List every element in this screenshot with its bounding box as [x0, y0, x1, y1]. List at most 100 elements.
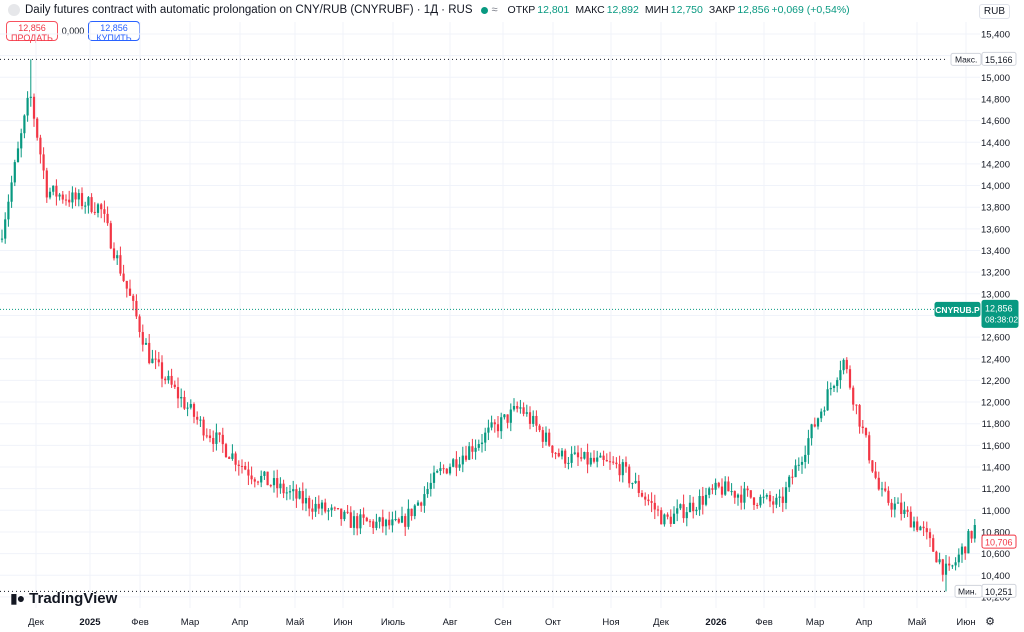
y-tick-label: 11,600 — [982, 441, 1010, 452]
candle-body — [461, 455, 464, 465]
y-tick-label: 13,800 — [981, 203, 1010, 214]
red-price-tag — [981, 534, 1017, 549]
candle-body — [394, 518, 397, 520]
candle-body — [272, 478, 276, 486]
candle-body — [71, 192, 74, 203]
candle-body — [935, 551, 938, 563]
candle-body — [848, 369, 852, 388]
candle-body — [701, 496, 704, 505]
candle-body — [544, 432, 548, 442]
candle-body — [906, 509, 909, 512]
candle-body — [583, 452, 586, 459]
candle-body — [39, 137, 42, 155]
candle-body — [285, 492, 288, 494]
candle-body — [320, 502, 324, 509]
candle-body — [823, 410, 826, 412]
candle-body — [580, 457, 583, 459]
candle-body — [58, 194, 61, 197]
candle-body — [276, 478, 279, 489]
candle-body — [800, 461, 804, 465]
candle-body — [292, 489, 295, 492]
candle-body — [736, 494, 740, 498]
candle-body — [42, 154, 45, 171]
candle-body — [573, 452, 576, 454]
high-label: МАКС — [575, 4, 605, 16]
max-label-tag — [950, 52, 982, 66]
candle-body — [4, 219, 7, 239]
candle-body — [263, 471, 266, 476]
candle-body — [842, 359, 845, 371]
candle-body — [839, 370, 842, 381]
candle-body — [541, 430, 544, 442]
candle-body — [160, 362, 164, 379]
candle-body — [352, 516, 356, 528]
candle-body — [368, 521, 372, 523]
candle-body — [381, 517, 384, 527]
candle-body — [52, 185, 55, 192]
candle-body — [791, 476, 794, 478]
candle-body — [308, 497, 311, 509]
candle-body — [298, 491, 301, 499]
x-tick-label: Апр — [232, 617, 249, 628]
candle-body — [973, 524, 976, 539]
candle-body — [567, 462, 570, 464]
candle-body — [820, 411, 823, 419]
candle-body — [637, 480, 640, 493]
candle-body — [346, 511, 349, 513]
x-tick-label: Авг — [443, 617, 458, 628]
candle-body — [128, 288, 132, 296]
candle-body — [423, 494, 426, 506]
candle-body — [74, 192, 77, 200]
candle-body — [778, 496, 781, 498]
candle-body — [890, 502, 893, 510]
visibility-icon[interactable]: ≈ — [491, 4, 498, 16]
candle-body — [695, 509, 698, 512]
candle-body — [564, 450, 567, 464]
symbol-title[interactable]: Daily futures contract with automatic pr… — [25, 4, 473, 16]
candle-body — [900, 502, 903, 514]
candle-body — [26, 97, 29, 116]
candle-body — [135, 300, 138, 317]
candle-body — [340, 508, 343, 520]
currency-selector[interactable]: RUB — [978, 4, 1010, 19]
candle-body — [64, 199, 68, 201]
candle-body — [957, 554, 960, 563]
candle-body — [810, 424, 813, 439]
current-symbol-tag — [934, 301, 981, 317]
tradingview-logo[interactable]: ▮● TradingView — [10, 590, 117, 607]
candle-body — [327, 510, 330, 512]
candle-body — [503, 414, 506, 418]
candle-body — [445, 468, 448, 474]
candle-body — [932, 538, 935, 552]
min-value: 10,251 — [985, 587, 1013, 597]
candle-body — [714, 482, 717, 490]
x-tick-label: Сен — [494, 617, 511, 628]
candle-body — [55, 185, 58, 197]
trade-buttons: 12,856 ПРОДАТЬ 0,000 12,856 КУПИТЬ — [6, 21, 140, 43]
candle-body — [743, 488, 746, 503]
candle-body — [269, 485, 272, 487]
candle-body — [138, 316, 141, 333]
candle-body — [484, 432, 487, 443]
y-tick-label: 12,400 — [981, 354, 1010, 365]
y-tick-label: 12,000 — [981, 398, 1010, 409]
candle-body — [400, 516, 404, 523]
candle-body — [196, 416, 199, 420]
y-tick-label: 15,000 — [981, 73, 1010, 84]
candle-body — [756, 504, 759, 506]
candle-body — [170, 375, 173, 385]
candle-body — [650, 501, 653, 503]
candle-body — [666, 514, 669, 517]
candle-body — [125, 280, 128, 289]
candle-body — [608, 461, 612, 463]
candle-body — [224, 444, 228, 458]
y-tick-label: 14,400 — [981, 138, 1010, 149]
x-tick-label: Июн — [956, 617, 975, 628]
candle-body — [951, 565, 954, 567]
change-value: +0,069 (+0,54%) — [771, 4, 850, 16]
sell-button[interactable]: 12,856 ПРОДАТЬ — [6, 21, 58, 43]
candle-body — [749, 490, 752, 498]
candle-body — [612, 461, 615, 463]
candle-body — [148, 342, 151, 364]
